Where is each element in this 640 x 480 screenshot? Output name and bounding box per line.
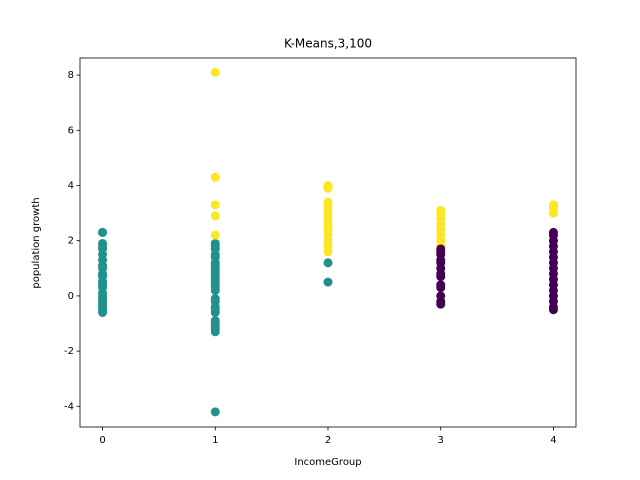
- scatter-point: [323, 277, 333, 287]
- scatter-point: [210, 211, 220, 221]
- scatter-point: [436, 272, 446, 282]
- scatter-point: [323, 247, 333, 257]
- y-tick-label: 2: [68, 236, 74, 247]
- axes-frame: [79, 57, 577, 428]
- plot-area: [98, 67, 558, 417]
- x-axis-label: IncomeGroup: [294, 457, 361, 468]
- y-tick-label: -4: [64, 401, 74, 412]
- scatter-point: [210, 67, 220, 77]
- scatter-point: [548, 305, 558, 315]
- y-tick-label: 8: [68, 70, 74, 81]
- scatter-point: [436, 299, 446, 309]
- y-axis-label: population growth: [31, 197, 42, 288]
- scatter-point: [548, 208, 558, 218]
- scatter-point: [210, 285, 220, 295]
- x-tick-label: 0: [99, 435, 105, 446]
- y-tick-label: -2: [64, 346, 74, 357]
- scatter-point: [436, 283, 446, 293]
- x-tick-label: 3: [438, 435, 444, 446]
- scatter-point: [323, 183, 333, 193]
- scatter-point: [98, 307, 108, 317]
- x-tick-label: 2: [325, 435, 331, 446]
- y-tick-label: 6: [68, 125, 74, 136]
- scatter-point: [210, 230, 220, 240]
- y-tick-label: 0: [68, 291, 74, 302]
- scatter-point: [98, 227, 108, 237]
- scatter-point: [210, 307, 220, 317]
- chart-title: K-Means,3,100: [284, 37, 372, 51]
- x-tick-label: 4: [550, 435, 556, 446]
- y-tick-label: 4: [68, 181, 74, 192]
- scatter-point: [210, 172, 220, 182]
- x-tick-label: 1: [212, 435, 218, 446]
- scatter-point: [210, 327, 220, 337]
- scatter-point: [210, 200, 220, 210]
- scatter-point: [323, 258, 333, 268]
- scatter-point: [210, 407, 220, 417]
